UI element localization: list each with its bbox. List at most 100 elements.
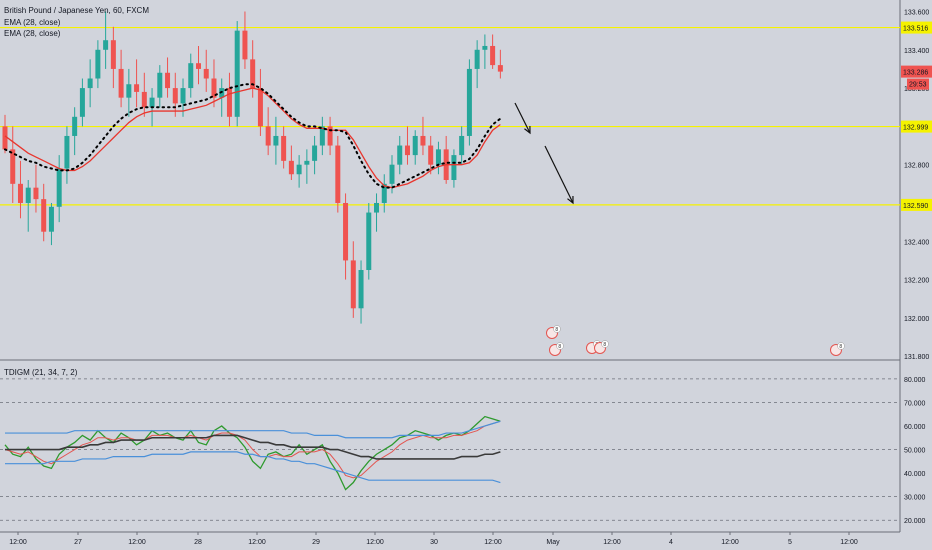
candle-body <box>335 145 341 203</box>
candle-body <box>33 187 39 200</box>
candle-body <box>95 49 101 79</box>
candle-body <box>10 149 16 184</box>
candle-body <box>257 88 263 127</box>
countdown-label: 29:53 <box>909 82 927 89</box>
time-tick-label: May <box>546 539 560 546</box>
price-tick-label: 132.200 <box>904 278 929 285</box>
candle-body <box>281 135 287 161</box>
event-marker-count: 8 <box>839 344 842 350</box>
price-tick-label: 132.800 <box>904 163 929 170</box>
event-marker-count: 8 <box>603 342 606 348</box>
event-marker-badge <box>553 325 561 333</box>
trend-arrow-shaft <box>544 145 574 204</box>
candle-body <box>304 160 310 165</box>
level-price-label: 133.516 <box>903 26 928 33</box>
candle-body <box>319 126 325 146</box>
candle-body <box>490 45 496 66</box>
candle-body <box>56 168 62 207</box>
symbol-legend[interactable]: British Pound / Japanese Yen, 60, FXCM <box>4 6 149 15</box>
candle-body <box>350 260 356 309</box>
candle-body <box>497 65 503 72</box>
ema-line-dotted <box>4 83 502 189</box>
indicator-tick-label: 60.000 <box>904 424 926 431</box>
event-marker-count: 8 <box>558 344 561 350</box>
candle-body <box>250 59 256 89</box>
event-marker-badge <box>556 342 564 350</box>
candle-body <box>87 78 93 89</box>
price-tick-label: 131.800 <box>904 354 929 361</box>
indicator-line-green <box>4 415 501 491</box>
candle-body <box>41 199 47 232</box>
candle-body <box>226 88 232 117</box>
ema-legend-2[interactable]: EMA (28, close) <box>4 29 61 38</box>
candle-body <box>188 63 194 89</box>
candle-body <box>435 149 441 165</box>
indicator-legend[interactable]: TDIGM (21, 34, 7, 2) <box>4 368 78 377</box>
candle-body <box>196 63 201 69</box>
candle-body <box>172 88 178 104</box>
trend-arrow-head <box>567 195 574 205</box>
candle-body <box>420 135 426 146</box>
candle-body <box>118 68 124 98</box>
candle-body <box>141 91 147 108</box>
time-tick-label: 12:00 <box>248 539 266 546</box>
indicator-tick-label: 20.000 <box>904 518 926 525</box>
last-price-label: 133.286 <box>903 70 928 77</box>
time-tick-label: 4 <box>669 539 673 546</box>
ema-legend-1[interactable]: EMA (28, close) <box>4 18 61 27</box>
price-tick-label: 133.400 <box>904 48 929 55</box>
candle-body <box>428 145 434 165</box>
candle-body <box>157 72 163 98</box>
candle-body <box>412 135 418 156</box>
indicator-line-blue-lower <box>5 451 501 484</box>
candle-body <box>79 88 85 117</box>
candle-body <box>203 68 209 79</box>
time-tick-label: 27 <box>74 539 82 546</box>
level-price-label: 132.590 <box>903 203 928 210</box>
candle-body <box>103 40 109 50</box>
candle-body <box>366 212 372 270</box>
candle-body <box>327 126 333 146</box>
time-tick-label: 12:00 <box>840 539 858 546</box>
candle-body <box>48 206 54 232</box>
level-price-tag <box>901 120 932 133</box>
candle-body <box>234 30 240 117</box>
trend-arrow-shaft <box>514 102 531 134</box>
indicator-tick-label: 50.000 <box>904 448 926 455</box>
candle-body <box>110 40 116 69</box>
price-tick-label: 132.000 <box>904 316 929 323</box>
candle-body <box>165 72 171 89</box>
candle-body <box>2 126 8 150</box>
candle-body <box>17 183 23 203</box>
candle-body <box>389 164 395 184</box>
last-price-tag <box>901 65 932 78</box>
level-price-label: 132.999 <box>903 125 928 132</box>
candle-body <box>273 135 279 146</box>
candle-body <box>25 187 31 203</box>
candle-body <box>126 84 132 98</box>
time-tick-label: 12:00 <box>366 539 384 546</box>
time-tick-label: 5 <box>788 539 792 546</box>
candle-body <box>296 164 302 175</box>
candle-body <box>211 78 217 98</box>
candle-body <box>397 145 403 165</box>
time-tick-label: 28 <box>194 539 202 546</box>
indicator-line-blue-upper <box>5 420 501 439</box>
candle-body <box>474 49 480 69</box>
indicator-tick-label: 70.000 <box>904 400 926 407</box>
indicator-line-black-mid <box>5 434 501 460</box>
time-tick-label: 30 <box>430 539 438 546</box>
price-tick-label: 133.600 <box>904 9 929 16</box>
candle-body <box>381 183 387 203</box>
candle-body <box>64 135 70 169</box>
event-marker-badge <box>837 342 845 350</box>
time-tick-label: 12:00 <box>128 539 146 546</box>
candle-body <box>265 126 271 146</box>
event-marker-count: 8 <box>555 327 558 333</box>
candle-body <box>134 84 140 92</box>
time-tick-label: 12:00 <box>603 539 621 546</box>
candle-body <box>482 45 488 50</box>
candle-body <box>358 270 364 309</box>
